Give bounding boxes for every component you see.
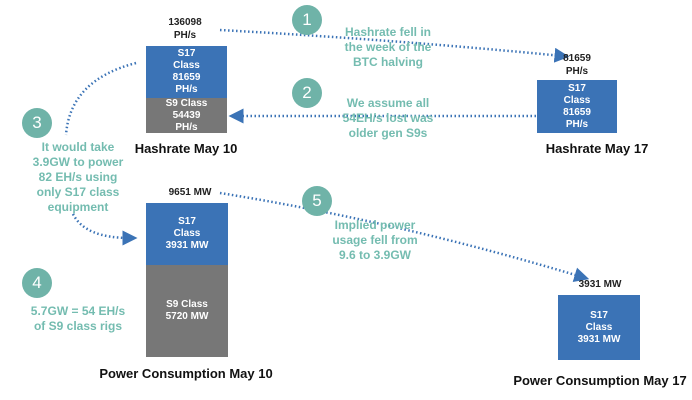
power-may17-caption: Power Consumption May 17 xyxy=(513,373,687,388)
note-3-badge: 3 xyxy=(22,108,52,138)
hash-may17-s17-bar: S17 Class 81659 PH/s xyxy=(537,80,617,133)
note-1-badge: 1 xyxy=(292,5,322,35)
power-may10-total: 9651 MW xyxy=(168,187,212,198)
hash-may10-total: 136098 PH/s xyxy=(168,17,202,41)
arrow-power-fell xyxy=(219,191,590,283)
power-may10-caption: Power Consumption May 10 xyxy=(99,366,273,381)
hash-may17-caption: Hashrate May 17 xyxy=(545,141,649,156)
note-5-text: Implied power usage fell from 9.6 to 3.9GW xyxy=(332,218,418,262)
note-4-text: 5.7GW = 54 EH/s of S9 class rigs xyxy=(30,304,126,333)
hash-may10-s9-bar: S9 Class 54439 PH/s xyxy=(146,98,227,133)
hash-may10-s17-bar: S17 Class 81659 PH/s xyxy=(146,46,227,98)
note-2-text: We assume all 54EH/s lost was older gen S9… xyxy=(342,96,434,140)
note-4-badge: 4 xyxy=(22,268,52,298)
note-3-text: It would take 3.9GW to power 82 EH/s using… xyxy=(32,140,124,214)
power-may17-total: 3931 MW xyxy=(578,279,622,290)
arrow-equipment xyxy=(71,213,138,246)
hash-may10-caption: Hashrate May 10 xyxy=(134,141,238,156)
power-may10-s9-bar: S9 Class 5720 MW xyxy=(146,265,228,357)
power-may17-s17-bar: S17 Class 3931 MW xyxy=(558,295,640,360)
note-5-badge: 5 xyxy=(302,186,332,216)
power-may10-s17-bar: S17 Class 3931 MW xyxy=(146,203,228,265)
note-1-text: Hashrate fell in the week of the BTC halvi… xyxy=(344,25,432,69)
arrow-s17-power xyxy=(64,61,137,136)
note-2-badge: 2 xyxy=(292,78,322,108)
hash-may17-total: 81659 PH/s xyxy=(563,53,591,77)
